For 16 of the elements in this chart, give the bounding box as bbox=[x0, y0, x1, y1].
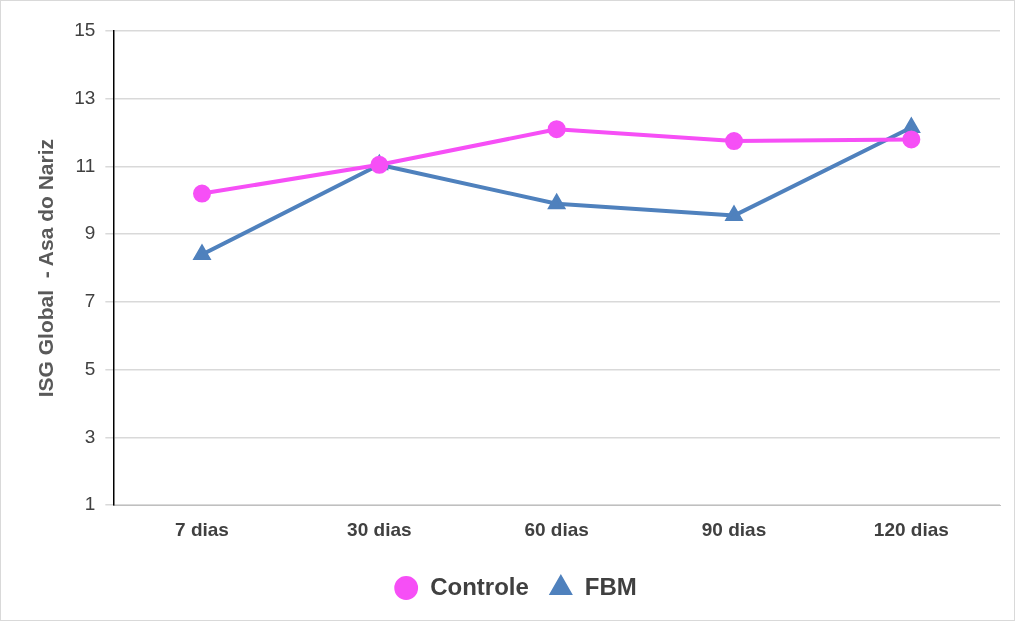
x-tick-label: 7 dias bbox=[175, 518, 229, 540]
y-tick-label: 7 bbox=[84, 290, 96, 312]
y-axis-title: ISG Global - Asa do Nariz bbox=[34, 138, 58, 398]
y-tick-label: 9 bbox=[84, 222, 96, 244]
x-tick-label: 90 dias bbox=[701, 518, 767, 540]
x-tick-label: 60 dias bbox=[524, 518, 589, 540]
x-tick-label: 30 dias bbox=[347, 518, 412, 540]
y-tick-label: 11 bbox=[75, 154, 96, 176]
y-tick-label: 5 bbox=[84, 357, 96, 379]
legend-label: Controle bbox=[430, 572, 529, 600]
x-tick-label: 120 dias bbox=[873, 518, 949, 540]
legend-label: FBM bbox=[584, 572, 637, 600]
y-tick-label: 1 bbox=[84, 493, 96, 515]
y-tick-label: 15 bbox=[74, 19, 96, 41]
y-tick-label: 3 bbox=[84, 425, 96, 447]
y-tick-label: 13 bbox=[74, 86, 96, 108]
